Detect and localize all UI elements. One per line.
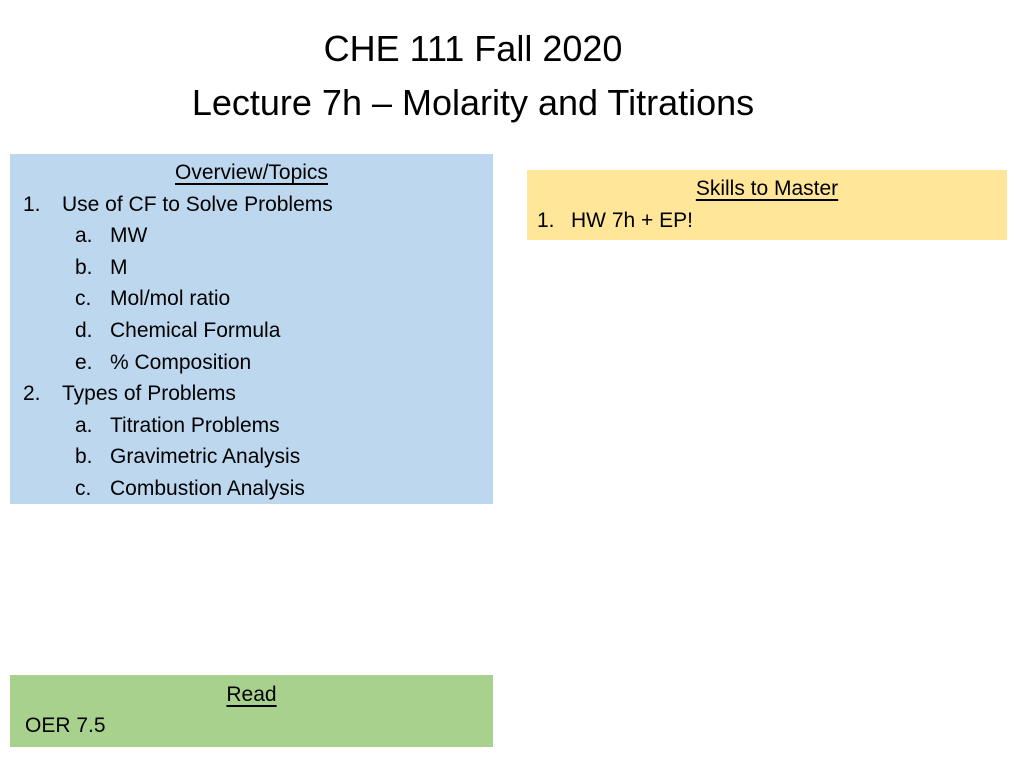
list-marker: 2. (23, 382, 41, 406)
overview-topics-box: Overview/Topics 1. Use of CF to Solve Pr… (10, 154, 493, 504)
list-item: c. Combustion Analysis (10, 473, 493, 505)
list-marker: 1. (23, 192, 41, 216)
list-item-text: Chemical Formula (110, 318, 281, 342)
lecture-title-line: Lecture 7h – Molarity and Titrations (191, 82, 755, 123)
read-box: Read OER 7.5 (10, 675, 493, 747)
list-item-text: Mol/mol ratio (110, 287, 231, 311)
list-item: e. % Composition (10, 347, 493, 379)
list-item: a. MW (10, 220, 493, 252)
read-heading: Read (226, 683, 277, 706)
list-item-text: Combustion Analysis (110, 476, 305, 500)
list-item-text: Titration Problems (110, 413, 280, 437)
list-marker: a. (75, 413, 93, 437)
list-item: 1. Use of CF to Solve Problems (10, 189, 493, 221)
skills-to-master-heading: Skills to Master (695, 177, 839, 200)
list-item: 1. HW 7h + EP! (527, 205, 1007, 237)
list-item-text: HW 7h + EP! (571, 208, 693, 232)
list-marker: a. (75, 224, 93, 248)
list-marker: d. (75, 318, 93, 342)
list-item: 2. Types of Problems (10, 378, 493, 410)
list-item: d. Chemical Formula (10, 315, 493, 347)
list-marker: c. (75, 287, 92, 311)
list-marker: b. (75, 255, 93, 279)
list-marker: 1. (537, 208, 555, 232)
slide-title: CHE 111 Fall 2020 Lecture 7h – Molarity … (0, 22, 946, 130)
list-item-text: M (110, 255, 128, 279)
list-item-text: Use of CF to Solve Problems (62, 192, 333, 216)
list-item: b. Gravimetric Analysis (10, 441, 493, 473)
list-item-text: Types of Problems (62, 382, 236, 406)
list-marker: b. (75, 445, 93, 469)
list-item-text: % Composition (110, 350, 252, 374)
read-assignment: OER 7.5 (25, 714, 106, 737)
list-item: c. Mol/mol ratio (10, 283, 493, 315)
skills-to-master-box: Skills to Master 1. HW 7h + EP! (527, 170, 1007, 240)
course-title-line: CHE 111 Fall 2020 (323, 28, 623, 69)
list-marker: c. (75, 476, 92, 500)
list-marker: e. (75, 350, 93, 374)
list-item-text: MW (110, 224, 148, 248)
list-item: b. M (10, 252, 493, 284)
list-item: a. Titration Problems (10, 410, 493, 442)
list-item-text: Gravimetric Analysis (110, 445, 301, 469)
overview-topics-heading: Overview/Topics (175, 161, 328, 184)
